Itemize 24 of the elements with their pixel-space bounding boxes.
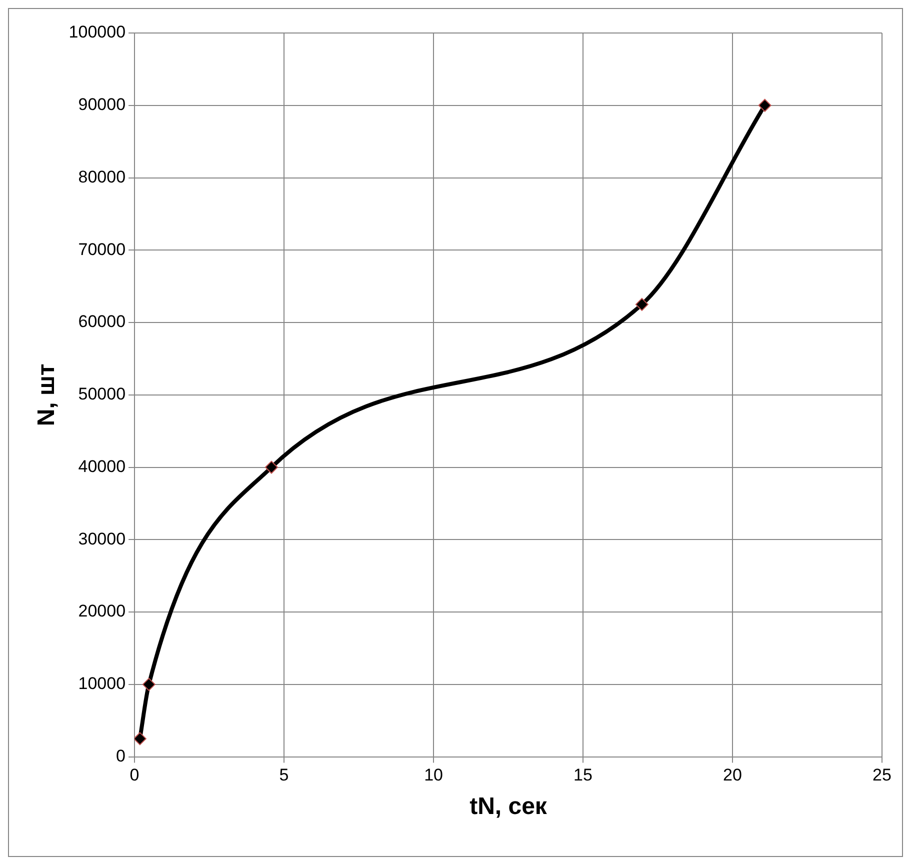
x-tick-label: 5 xyxy=(279,766,289,785)
y-tick-label: 60000 xyxy=(78,312,126,332)
y-tick-label: 40000 xyxy=(78,456,126,476)
point xyxy=(264,460,278,474)
y-tick-label: 30000 xyxy=(78,529,126,548)
x-axis-title: tN, сек xyxy=(470,793,548,820)
point xyxy=(758,98,772,112)
point xyxy=(142,678,156,691)
point xyxy=(635,298,648,311)
y-tick-label: 20000 xyxy=(78,602,126,621)
x-tick-label: 25 xyxy=(872,766,892,785)
x-tick-label: 20 xyxy=(723,766,742,785)
y-tick-label: 0 xyxy=(116,746,126,766)
y-tick-label: 10000 xyxy=(78,674,126,694)
y-tick-label: 80000 xyxy=(78,167,126,186)
y-tick-label: 90000 xyxy=(78,95,126,114)
y-tick-label: 100000 xyxy=(68,22,126,42)
x-tick-label: 15 xyxy=(574,766,592,785)
point xyxy=(134,732,146,746)
x-tick-label: 10 xyxy=(424,766,443,785)
x-tick-label: 0 xyxy=(130,766,140,785)
y-axis-title: N, шт xyxy=(33,363,60,426)
y-tick-label: 70000 xyxy=(78,240,126,259)
y-tick-label: 50000 xyxy=(78,384,126,404)
